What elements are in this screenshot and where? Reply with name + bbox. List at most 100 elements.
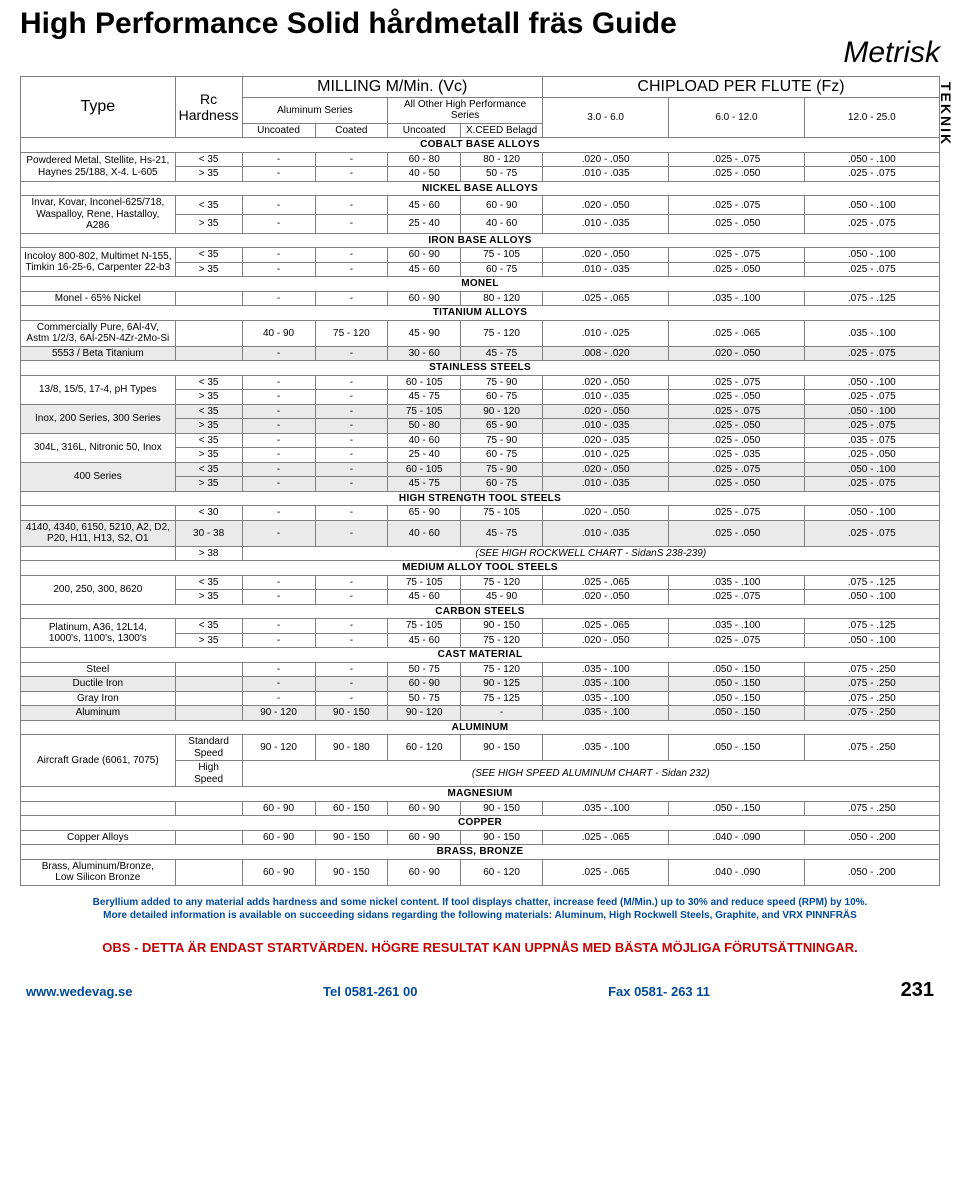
type-cell: Monel - 65% Nickel xyxy=(21,291,176,306)
rc-cell: HighSpeed xyxy=(175,761,242,787)
val-cell: 45 - 75 xyxy=(461,346,543,361)
val-cell: .025 - .075 xyxy=(804,262,939,277)
col-all-other: All Other High Performance Series xyxy=(388,97,543,123)
rc-cell: > 35 xyxy=(175,419,242,434)
val-cell: 90 - 150 xyxy=(461,619,543,634)
rc-cell: > 35 xyxy=(175,590,242,605)
span-cell: (SEE HIGH ROCKWELL CHART - SidanS 238-23… xyxy=(242,546,939,561)
rc-cell: < 35 xyxy=(175,248,242,263)
sidebar-tag: TEKNIK xyxy=(938,82,954,146)
val-cell: - xyxy=(242,462,315,477)
val-cell: .010 - .035 xyxy=(542,477,668,492)
val-cell: .025 - .065 xyxy=(669,320,804,346)
rc-cell xyxy=(175,320,242,346)
val-cell: 60 - 150 xyxy=(315,801,388,816)
rc-cell: > 38 xyxy=(175,546,242,561)
col-mill: MILLING M/Min. (Vc) xyxy=(242,76,542,97)
rc-cell xyxy=(175,677,242,692)
section-header: MAGNESIUM xyxy=(21,787,940,802)
rc-cell xyxy=(175,691,242,706)
rc-cell: < 35 xyxy=(175,152,242,167)
type-cell xyxy=(21,506,176,521)
val-cell: 45 - 90 xyxy=(461,590,543,605)
val-cell: - xyxy=(242,520,315,546)
rc-cell xyxy=(175,706,242,721)
val-cell: 75 - 120 xyxy=(461,633,543,648)
val-cell: - xyxy=(315,404,388,419)
val-cell: .025 - .075 xyxy=(804,419,939,434)
val-cell: .075 - .125 xyxy=(804,619,939,634)
val-cell: 60 - 90 xyxy=(388,248,461,263)
val-cell: .010 - .025 xyxy=(542,448,668,463)
val-cell: .075 - .250 xyxy=(804,677,939,692)
page-number: 231 xyxy=(901,979,934,1002)
rc-cell xyxy=(175,662,242,677)
val-cell: - xyxy=(242,262,315,277)
val-cell: 60 - 90 xyxy=(461,196,543,215)
val-cell: 90 - 180 xyxy=(315,735,388,761)
val-cell: .035 - .100 xyxy=(804,320,939,346)
col-l3-2: Uncoated xyxy=(388,123,461,138)
val-cell: .075 - .250 xyxy=(804,691,939,706)
rc-cell: > 35 xyxy=(175,448,242,463)
val-cell: - xyxy=(242,619,315,634)
val-cell: - xyxy=(242,152,315,167)
val-cell: .035 - .100 xyxy=(542,801,668,816)
val-cell: 45 - 75 xyxy=(388,477,461,492)
guide-table: Type Rc Hardness MILLING M/Min. (Vc) CHI… xyxy=(20,76,940,886)
type-cell: 5553 / Beta Titanium xyxy=(21,346,176,361)
val-cell: - xyxy=(242,196,315,215)
val-cell: 45 - 60 xyxy=(388,633,461,648)
val-cell: - xyxy=(315,167,388,182)
val-cell: .025 - .050 xyxy=(804,448,939,463)
val-cell: .025 - .065 xyxy=(542,830,668,845)
val-cell: .050 - .100 xyxy=(804,152,939,167)
val-cell: 50 - 75 xyxy=(461,167,543,182)
val-cell: - xyxy=(315,196,388,215)
rc-cell xyxy=(175,830,242,845)
section-header: MONEL xyxy=(21,277,940,292)
val-cell: .075 - .250 xyxy=(804,706,939,721)
val-cell: - xyxy=(315,477,388,492)
val-cell: 90 - 150 xyxy=(315,859,388,885)
val-cell: .010 - .035 xyxy=(542,520,668,546)
val-cell: .025 - .075 xyxy=(669,248,804,263)
val-cell: 60 - 90 xyxy=(388,859,461,885)
val-cell: .025 - .050 xyxy=(669,433,804,448)
val-cell: 90 - 120 xyxy=(242,735,315,761)
val-cell: - xyxy=(242,346,315,361)
type-cell: Brass, Aluminum/Bronze,Low Silicon Bronz… xyxy=(21,859,176,885)
val-cell: .025 - .050 xyxy=(669,390,804,405)
val-cell: 60 - 105 xyxy=(388,462,461,477)
val-cell: 60 - 105 xyxy=(388,375,461,390)
val-cell: 75 - 105 xyxy=(461,248,543,263)
col-chip: CHIPLOAD PER FLUTE (Fz) xyxy=(542,76,939,97)
val-cell: - xyxy=(242,419,315,434)
val-cell: - xyxy=(315,448,388,463)
col-range-2: 12.0 - 25.0 xyxy=(804,97,939,138)
section-header: CAST MATERIAL xyxy=(21,648,940,663)
rc-cell: < 30 xyxy=(175,506,242,521)
val-cell: - xyxy=(315,390,388,405)
rc-cell xyxy=(175,859,242,885)
val-cell: 60 - 90 xyxy=(242,830,315,845)
val-cell: 90 - 120 xyxy=(242,706,315,721)
rc-cell xyxy=(175,801,242,816)
val-cell: 40 - 50 xyxy=(388,167,461,182)
val-cell: - xyxy=(315,590,388,605)
val-cell: .025 - .050 xyxy=(669,215,804,234)
val-cell: 60 - 75 xyxy=(461,448,543,463)
val-cell: 75 - 90 xyxy=(461,462,543,477)
val-cell: - xyxy=(242,575,315,590)
footnote: Beryllium added to any material adds har… xyxy=(20,896,940,922)
val-cell: 90 - 120 xyxy=(461,404,543,419)
val-cell: 60 - 90 xyxy=(388,291,461,306)
val-cell: .040 - .090 xyxy=(669,830,804,845)
val-cell: 30 - 60 xyxy=(388,346,461,361)
val-cell: - xyxy=(315,662,388,677)
type-cell: 200, 250, 300, 8620 xyxy=(21,575,176,604)
val-cell: 45 - 75 xyxy=(461,520,543,546)
section-header: BRASS, BRONZE xyxy=(21,845,940,860)
val-cell: .025 - .075 xyxy=(804,390,939,405)
section-header: ALUMINUM xyxy=(21,720,940,735)
